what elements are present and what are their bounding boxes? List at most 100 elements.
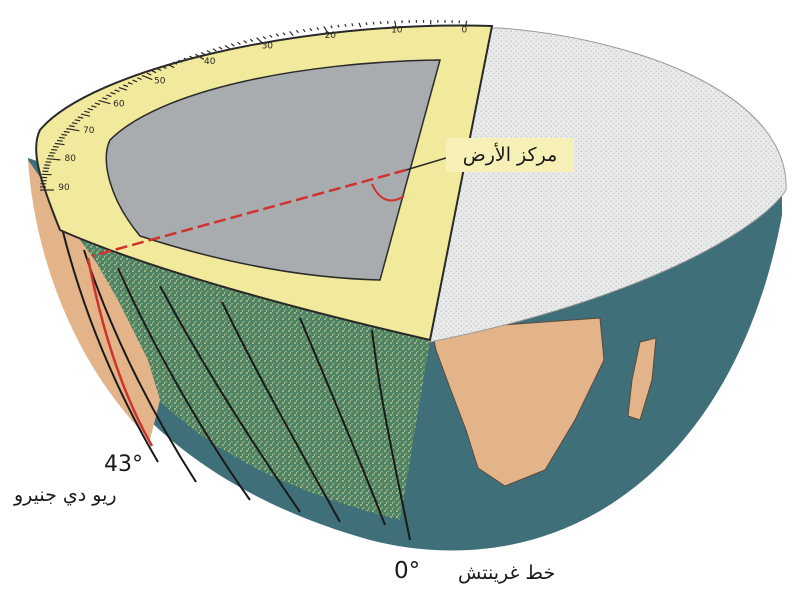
greenwich-angle-label: 0° [394,558,421,584]
cut-face-gray [105,59,441,281]
protractor-tick-label: 10 [391,26,403,36]
red-ray [91,168,407,258]
rio-city-label: ريو دي جنيرو [14,484,117,506]
protractor-tick-label: 80 [64,154,76,164]
protractor-tick [87,108,94,111]
protractor-tick-label: 70 [83,126,95,136]
protractor-tick [194,53,205,60]
protractor-tick [237,41,241,45]
protractor-tick [47,155,54,157]
protractor-tick [106,94,112,98]
angle-arc [371,183,405,202]
protractor-tick [379,21,382,25]
protractor-tick [114,89,120,93]
protractor-tick [337,24,340,28]
protractor-tick [45,161,52,163]
protractor-tick [302,28,306,33]
protractor-tick [84,110,90,114]
protractor-tick [51,148,58,151]
africa-land [431,317,605,487]
protractor-tick [183,57,188,61]
protractor-tick [200,51,205,56]
protractor-tick-label: 0 [462,26,468,36]
protractor-tick [189,55,194,59]
protractor-tick [230,43,235,47]
protractor-tick [61,133,68,136]
rio-angle-label: 43° [104,452,143,477]
protractor-tick [94,102,101,106]
protractor-tick [344,23,347,27]
protractor-tick [330,25,333,29]
protractor-tick [212,48,217,52]
protractor-tick [110,91,116,95]
protractor-tick [262,35,267,40]
protractor-tick [269,34,273,38]
protractor-tick [46,158,61,161]
protractor-tick [77,116,84,119]
protractor-tick [386,20,389,24]
protractor-tick [56,139,63,142]
protractor-tick [68,125,75,128]
protractor-ticks [40,19,468,191]
protractor-tick [102,97,108,100]
protractor-tick [323,26,329,33]
protractor-tick [172,61,178,65]
earth-center-label: مركز الأرض [446,138,574,172]
protractor-tick [59,136,65,139]
protractor-tick [161,65,167,69]
protractor-tick [282,32,286,36]
protractor-tick [351,23,354,27]
protractor-tick [249,38,254,42]
protractor-tick-label: 60 [113,100,125,110]
madagascar-land [627,337,657,421]
protractor-tick [275,33,280,37]
protractor-tick [141,74,153,81]
protractor-tick [156,68,162,72]
protractor-tick [98,99,111,105]
protractor-tick-label: 30 [262,42,274,52]
protractor-tick [49,152,56,154]
protractor-tick [66,127,80,132]
protractor-tick-label: 50 [154,77,166,87]
protractor-tick [365,22,368,26]
protractor-tick [74,119,81,122]
protractor-tick [54,142,65,146]
protractor-tick [224,44,231,50]
protractor-tick [309,27,313,32]
protractor-tick [206,50,211,54]
greenwich-line-label: خط غرينتش [458,562,556,584]
protractor-tick [316,26,320,31]
protractor-tick [394,20,397,28]
protractor-tick [52,145,59,148]
protractor-tick [372,21,375,25]
meridian-lines [61,227,411,541]
protractor-tick [132,79,138,83]
protractor-tick [243,40,248,44]
protractor-tick [91,105,97,108]
meridian-band [56,230,430,520]
protractor-tick [464,20,468,28]
protractor-tick [136,77,142,81]
protractor-tick [218,46,223,50]
protractor-tick [80,113,91,117]
protractor-tick [63,130,70,133]
protractor-tick [71,122,78,125]
rio-meridian-red [86,257,154,447]
protractor-tick [127,81,133,85]
protractor-tick [178,59,183,63]
protractor-tick [118,86,128,91]
protractor-tick [167,63,175,69]
protractor-tick [295,29,299,34]
cut-plane-hatched [429,27,787,343]
protractor-tick [358,22,362,28]
protractor-tick [123,84,129,88]
protractor-tick [146,72,152,76]
protractor-tick-label: 90 [58,183,70,193]
protractor-tick [151,70,157,74]
protractor-tick-labels: 0 10 20 30 40 50 60 70 80 90 [58,26,467,193]
center-pointer [405,157,447,171]
protractor-tick-label: 20 [325,31,337,41]
protractor-tick [401,20,403,24]
protractor-tick [289,31,294,36]
